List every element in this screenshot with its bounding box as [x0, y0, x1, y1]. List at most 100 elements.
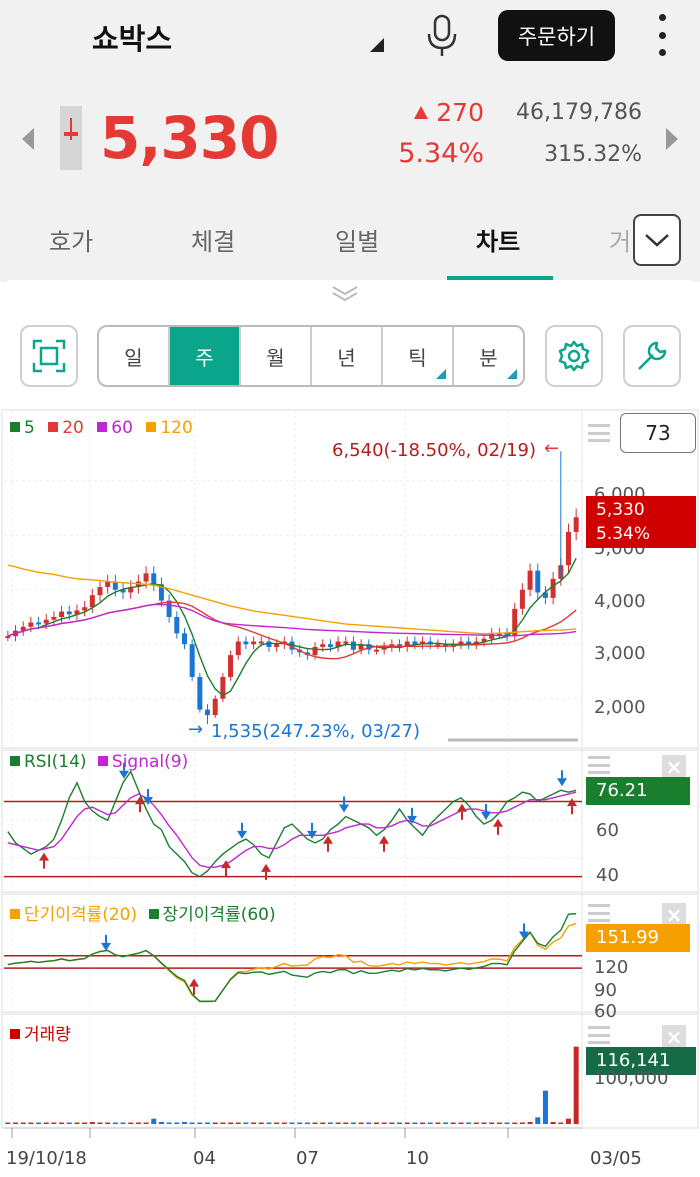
period-minute[interactable]: 분 — [454, 327, 523, 385]
panel-menu-icon[interactable] — [588, 424, 610, 442]
ma5-line — [7, 557, 577, 697]
candle-count-input[interactable]: 73 — [620, 413, 696, 453]
volume-bar — [120, 1122, 126, 1124]
tab-trades[interactable]: 체결 — [191, 228, 236, 256]
order-button[interactable]: 주문하기 — [498, 10, 615, 61]
legend-swatch — [148, 909, 159, 919]
tab-daily[interactable]: 일별 — [335, 228, 380, 256]
period-week[interactable]: 주 — [170, 327, 241, 385]
price-change-value: 270 — [436, 98, 484, 127]
candle-body — [251, 641, 257, 645]
candle-body — [335, 641, 341, 647]
candle-body — [258, 641, 264, 644]
sell-signal-arrow — [519, 931, 529, 940]
x-tick: 19/10/18 — [6, 1148, 87, 1169]
volume-bar — [28, 1122, 34, 1124]
period-month[interactable]: 월 — [241, 327, 312, 385]
candle-body — [496, 633, 502, 636]
volume-bar — [558, 1122, 564, 1124]
next-stock-arrow-icon[interactable] — [666, 128, 678, 150]
candle-body — [120, 589, 126, 593]
volume-bar — [412, 1122, 418, 1124]
candle-body — [174, 616, 180, 634]
volume-bar — [151, 1118, 157, 1124]
volume-bar — [519, 1122, 525, 1124]
period-tick[interactable]: 틱 — [383, 327, 454, 385]
prev-stock-arrow-icon[interactable] — [22, 128, 34, 150]
close-panel-icon[interactable]: × — [662, 903, 686, 927]
candle-body — [542, 592, 548, 598]
chevron-down-icon — [645, 234, 669, 247]
sell-signal-arrow — [557, 778, 567, 787]
candle-body — [166, 600, 172, 617]
volume-bar — [220, 1122, 226, 1124]
candle-body — [535, 570, 541, 593]
candle-body — [112, 581, 118, 590]
volume-bar — [82, 1122, 88, 1124]
candle-body — [220, 676, 226, 699]
stock-chart[interactable] — [0, 408, 700, 1177]
volume-bar — [51, 1122, 57, 1124]
buy-signal-arrow — [39, 852, 49, 861]
x-tick: 03/05 — [590, 1148, 642, 1169]
panel-menu-icon[interactable] — [588, 1026, 610, 1044]
candle-body — [274, 644, 280, 647]
buy-signal-arrow — [261, 863, 271, 872]
tab-hoga[interactable]: 호가 — [49, 228, 94, 256]
candle-body — [289, 641, 295, 650]
chart-tools-button[interactable] — [623, 325, 681, 387]
volume-bar — [181, 1122, 187, 1124]
collapse-handle-icon[interactable] — [330, 284, 360, 302]
buy-signal-arrow — [567, 798, 577, 807]
candle-body — [20, 626, 26, 631]
tab-bar: 호가 체결 일별 차트 거 — [0, 210, 700, 282]
period-year[interactable]: 년 — [312, 327, 383, 385]
tab-more[interactable]: 거 — [609, 228, 632, 256]
volume-bar — [320, 1122, 326, 1124]
stock-select-dropdown-icon[interactable] — [370, 38, 384, 52]
gear-icon — [558, 340, 590, 372]
volume-bar — [43, 1122, 49, 1124]
period-day[interactable]: 일 — [99, 327, 170, 385]
fullscreen-button[interactable] — [20, 325, 78, 387]
buy-signal-arrow — [189, 978, 199, 987]
chart-settings-button[interactable] — [545, 325, 603, 387]
candle-body — [97, 587, 103, 596]
volume-bar — [143, 1122, 149, 1124]
candle-body — [420, 641, 426, 645]
candle-body — [320, 644, 326, 647]
legend-short-disparity: 단기이격률(20) — [24, 905, 138, 925]
legend-ma20: 20 — [62, 418, 84, 438]
ma120-line — [7, 564, 577, 635]
volume-bar — [397, 1122, 403, 1124]
stock-header: 쇼박스 주문하기 5,330 270 5.34% 46,179,786 315.… — [0, 0, 700, 282]
candle-body — [43, 619, 49, 624]
period-selector: 일 주 월 년 틱 분 — [97, 325, 525, 387]
tab-chart[interactable]: 차트 — [476, 228, 521, 256]
panel-frame — [1, 749, 699, 893]
panel-frame — [1, 409, 699, 749]
tab-expand-button[interactable] — [633, 214, 681, 266]
stock-name[interactable]: 쇼박스 — [92, 22, 173, 56]
x-tick: 04 — [193, 1148, 216, 1169]
x-tick: 10 — [406, 1148, 429, 1169]
more-menu-icon[interactable] — [650, 14, 674, 56]
price-change: 270 — [396, 98, 484, 127]
sheet-edge — [0, 280, 700, 294]
volume-bar — [251, 1122, 257, 1124]
close-panel-icon[interactable]: × — [662, 755, 686, 779]
y-tick: 60 — [596, 820, 619, 841]
candle-body — [228, 655, 234, 677]
panel-menu-icon[interactable] — [588, 904, 610, 922]
volume-bar — [389, 1122, 395, 1124]
mini-candle-icon — [60, 106, 82, 170]
wrench-icon — [638, 341, 667, 370]
panel-menu-icon[interactable] — [588, 756, 610, 774]
volume-bar — [335, 1122, 341, 1124]
volume-bar — [36, 1122, 42, 1124]
close-panel-icon[interactable]: × — [662, 1025, 686, 1049]
volume-bar — [212, 1122, 218, 1124]
microphone-icon[interactable] — [424, 12, 460, 58]
volume-bar — [466, 1122, 472, 1124]
sell-signal-arrow — [339, 804, 349, 813]
